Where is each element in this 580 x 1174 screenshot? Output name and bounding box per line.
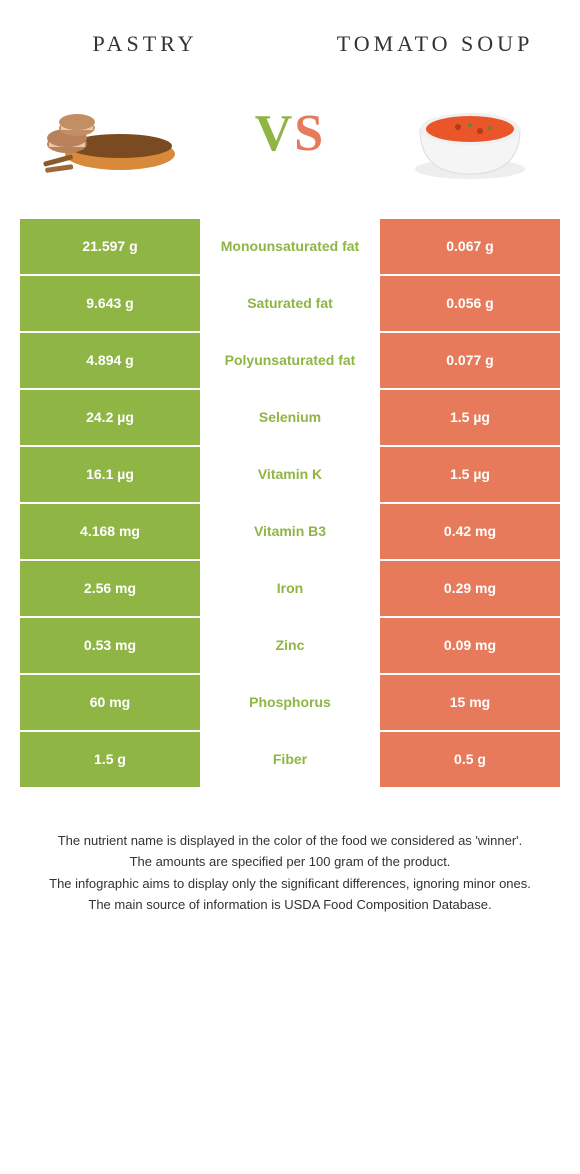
vs-label: VS [255, 104, 325, 163]
nutrient-row: 0.53 mgZinc0.09 mg [20, 618, 560, 675]
header-titles: PASTRY TOMATO SOUP [0, 30, 580, 59]
footnote-line: The infographic aims to display only the… [40, 874, 540, 894]
right-value: 0.29 mg [380, 561, 560, 618]
left-value: 4.894 g [20, 333, 200, 390]
right-value: 1.5 µg [380, 390, 560, 447]
right-value: 0.056 g [380, 276, 560, 333]
left-food-title: PASTRY [29, 30, 261, 59]
right-value: 15 mg [380, 675, 560, 732]
right-value: 0.067 g [380, 219, 560, 276]
footnote-line: The nutrient name is displayed in the co… [40, 831, 540, 851]
left-value: 1.5 g [20, 732, 200, 789]
footnotes: The nutrient name is displayed in the co… [40, 829, 540, 917]
right-food-title: TOMATO SOUP [319, 30, 551, 59]
left-value: 21.597 g [20, 219, 200, 276]
left-value: 24.2 µg [20, 390, 200, 447]
nutrient-name: Polyunsaturated fat [200, 333, 380, 390]
nutrient-row: 4.168 mgVitamin B30.42 mg [20, 504, 560, 561]
nutrient-row: 2.56 mgIron0.29 mg [20, 561, 560, 618]
right-value: 0.077 g [380, 333, 560, 390]
right-value: 0.5 g [380, 732, 560, 789]
nutrient-name: Saturated fat [200, 276, 380, 333]
nutrient-name: Vitamin K [200, 447, 380, 504]
left-value: 4.168 mg [20, 504, 200, 561]
nutrient-row: 16.1 µgVitamin K1.5 µg [20, 447, 560, 504]
right-value: 0.09 mg [380, 618, 560, 675]
nutrient-row: 1.5 gFiber0.5 g [20, 732, 560, 789]
nutrient-name: Iron [200, 561, 380, 618]
nutrient-name: Zinc [200, 618, 380, 675]
pastry-image [35, 79, 185, 189]
vs-s-letter: S [294, 105, 325, 162]
left-value: 9.643 g [20, 276, 200, 333]
vs-v-letter: V [255, 105, 295, 162]
footnote-line: The main source of information is USDA F… [40, 895, 540, 915]
left-value: 60 mg [20, 675, 200, 732]
nutrient-name: Monounsaturated fat [200, 219, 380, 276]
nutrient-row: 9.643 gSaturated fat0.056 g [20, 276, 560, 333]
nutrient-row: 24.2 µgSelenium1.5 µg [20, 390, 560, 447]
nutrient-row: 21.597 gMonounsaturated fat0.067 g [20, 219, 560, 276]
right-value: 0.42 mg [380, 504, 560, 561]
nutrient-name: Phosphorus [200, 675, 380, 732]
left-value: 2.56 mg [20, 561, 200, 618]
nutrient-table: 21.597 gMonounsaturated fat0.067 g9.643 … [20, 219, 560, 789]
hero-row: VS [0, 79, 580, 189]
nutrient-row: 4.894 gPolyunsaturated fat0.077 g [20, 333, 560, 390]
left-value: 0.53 mg [20, 618, 200, 675]
footnote-line: The amounts are specified per 100 gram o… [40, 852, 540, 872]
left-value: 16.1 µg [20, 447, 200, 504]
nutrient-name: Fiber [200, 732, 380, 789]
nutrient-row: 60 mgPhosphorus15 mg [20, 675, 560, 732]
nutrient-name: Vitamin B3 [200, 504, 380, 561]
nutrient-name: Selenium [200, 390, 380, 447]
right-value: 1.5 µg [380, 447, 560, 504]
soup-image [395, 79, 545, 189]
